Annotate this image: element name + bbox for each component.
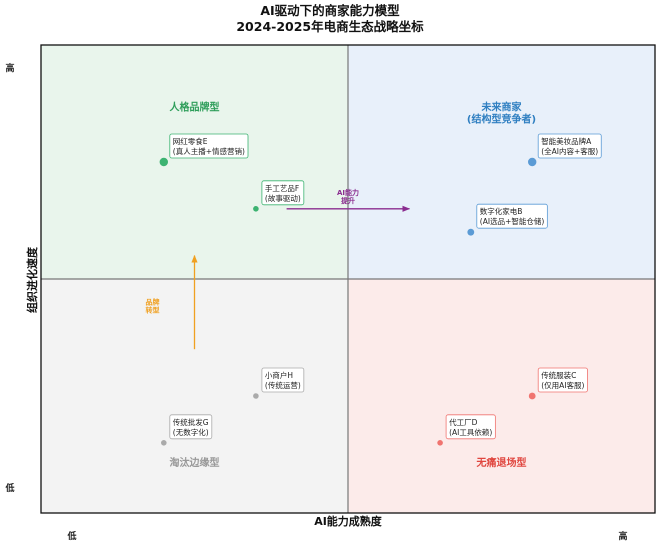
y-tick-low: 低 — [4, 482, 14, 494]
point-传统服装c — [528, 392, 536, 400]
data-points: 网红零食E (真人主播+情感营销) 手工艺品F (故事驱动) 智能美妆品牌A (全AI内容… — [159, 133, 602, 446]
quadrant-label-top-right: 未来商家(结构型竞争者) — [467, 101, 536, 126]
quadrant-top-right — [348, 45, 655, 279]
quadrant-top-left — [41, 45, 348, 279]
svg-text:智能美妆品牌A(全AI内容+客服): 智能美妆品牌A (全AI内容+客服) — [541, 136, 598, 156]
point-小商户h — [253, 393, 259, 399]
point-label-代工厂d: 代工厂D (AI工具依赖) — [445, 414, 496, 440]
x-tick-high: 高 — [618, 530, 627, 542]
point-label-网红零食e: 网红零食E (真人主播+情感营销) — [169, 133, 249, 159]
plot-frame — [40, 44, 656, 514]
svg-text:小商户H(传统运营): 小商户H (传统运营) — [265, 370, 301, 390]
point-智能美妆品牌a — [528, 157, 537, 167]
point-label-手工艺品f: 手工艺品F (故事驱动) — [261, 180, 305, 206]
quadrant-label-bottom-left: 淘汰边缘型 — [170, 456, 220, 469]
quadrant-backgrounds — [41, 45, 655, 513]
point-label-传统服装c: 传统服装C (仅用AI客服) — [537, 367, 588, 393]
quadrant-label-top-left: 人格品牌型 — [170, 101, 220, 114]
arrow-label-品牌: 品牌转型 — [146, 297, 160, 314]
axes — [40, 44, 656, 514]
y-axis-title: 组织进化速度 — [25, 246, 39, 313]
point-代工厂d — [437, 440, 443, 446]
point-label-数字化家电b: 数字化家电B (AI选品+智能仓储) — [476, 203, 548, 229]
point-网红零食e — [159, 157, 168, 167]
quadrant-label-bottom-right: 无痛退场型 — [476, 456, 527, 469]
point-传统批发g — [161, 440, 167, 446]
point-label-传统批发g: 传统批发G (无数字化) — [169, 414, 213, 440]
svg-text:传统服装C(仅用AI客服): 传统服装C (仅用AI客服) — [541, 370, 584, 390]
point-label-智能美妆品牌a: 智能美妆品牌A (全AI内容+客服) — [537, 133, 602, 159]
arrow-label-ai能力: AI能力提升 — [337, 188, 359, 205]
svg-text:网红零食E(真人主播+情感营销): 网红零食E (真人主播+情感营销) — [173, 136, 245, 156]
quadrant-bottom-right — [348, 279, 655, 513]
chart-subtitle: 2024-2025年电商生态战略坐标 — [236, 19, 424, 34]
svg-text:传统批发G(无数字化): 传统批发G (无数字化) — [173, 417, 209, 437]
chart-title: AI驱动下的商家能力模型 — [260, 3, 400, 18]
point-手工艺品f — [253, 206, 259, 212]
svg-text:手工艺品F(故事驱动): 手工艺品F (故事驱动) — [265, 183, 301, 203]
point-label-小商户h: 小商户H (传统运营) — [261, 367, 305, 393]
quadrant-labels: 人格品牌型 未来商家(结构型竞争者) 淘汰边缘型 无痛退场型 — [170, 101, 537, 470]
x-tick-low: 低 — [66, 530, 76, 542]
svg-text:代工厂D(AI工具依赖): 代工厂D (AI工具依赖) — [449, 417, 492, 437]
y-tick-high: 高 — [5, 62, 14, 74]
svg-text:数字化家电B(AI选品+智能仓储): 数字化家电B (AI选品+智能仓储) — [480, 206, 545, 226]
point-数字化家电b — [467, 228, 475, 236]
x-axis-title: AI能力成熟度 — [314, 514, 383, 528]
